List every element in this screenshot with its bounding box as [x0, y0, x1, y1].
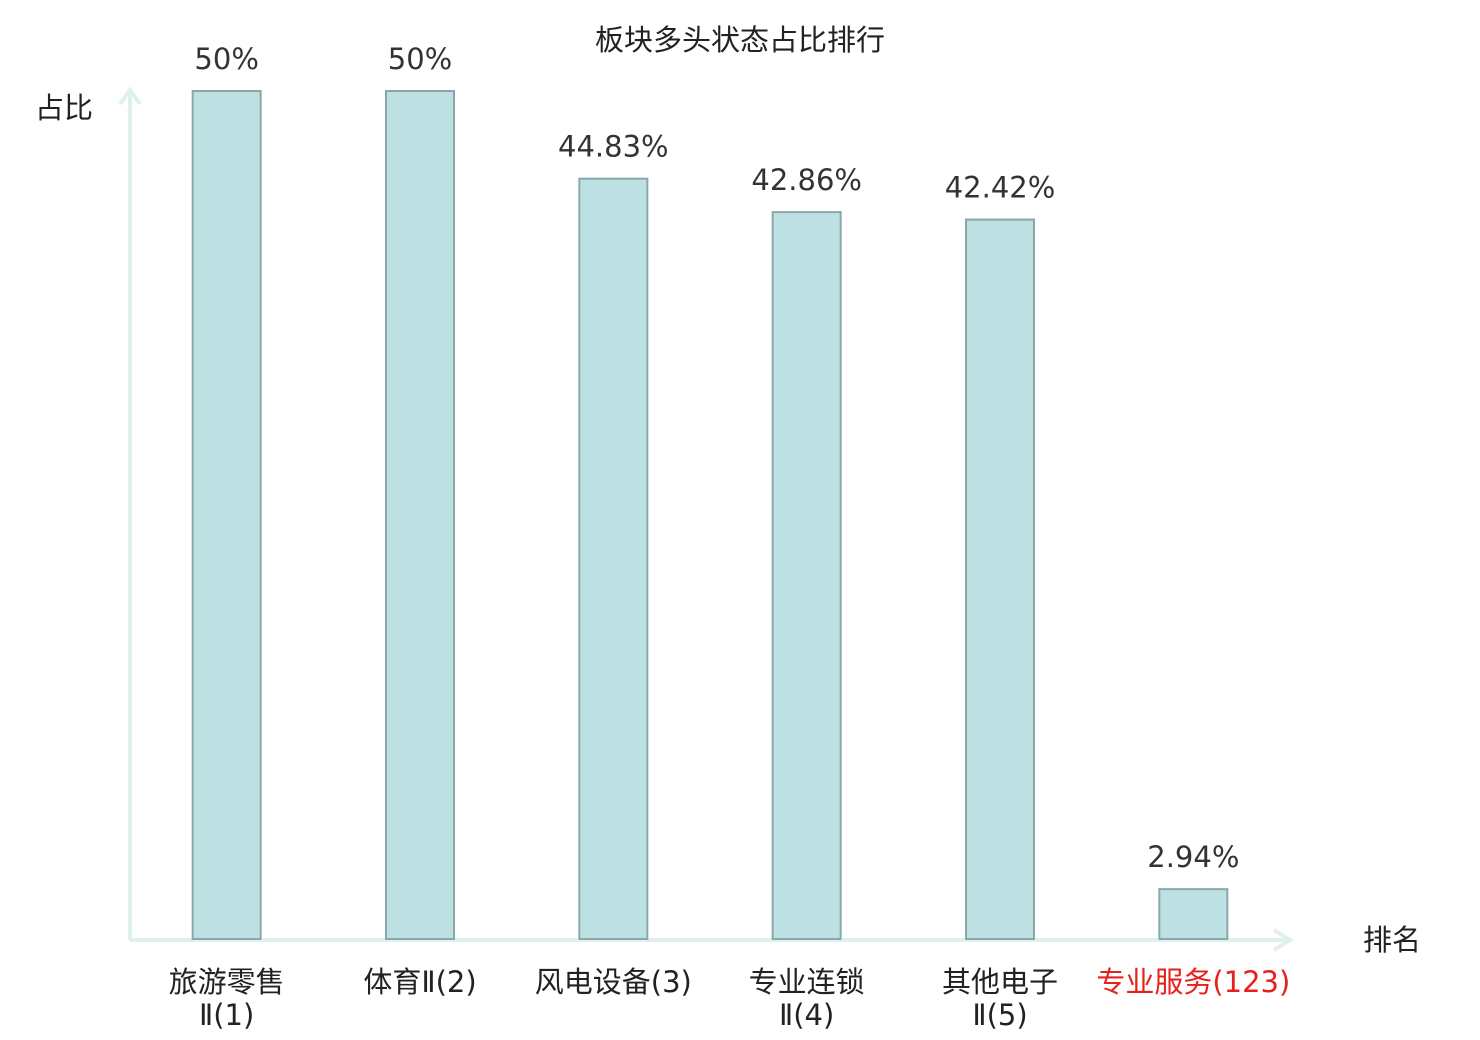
chart-title: 板块多头状态占比排行 [595, 23, 885, 57]
x-tick-label: 旅游零售 Ⅱ(1) [168, 965, 285, 1032]
value-label: 44.83% [558, 130, 669, 164]
value-label: 50% [388, 42, 452, 76]
y-axis-arrow [118, 86, 142, 106]
bar [1158, 888, 1229, 940]
x-tick-label: 风电设备(3) [534, 965, 692, 999]
bar [191, 90, 262, 940]
bar [771, 211, 842, 940]
value-label: 42.42% [945, 171, 1056, 205]
value-label: 42.86% [751, 163, 862, 197]
bar [385, 90, 455, 940]
bar [578, 177, 649, 940]
x-axis-label: 排名 [1363, 923, 1421, 957]
x-tick-label: 其他电子 Ⅱ(5) [941, 965, 1058, 1032]
x-tick-label: 体育Ⅱ(2) [363, 965, 477, 999]
value-label: 2.94% [1147, 840, 1239, 874]
x-axis-arrow [1272, 928, 1294, 952]
axes [118, 86, 1294, 952]
y-axis-label: 占比 [35, 91, 93, 125]
x-tick-label: 专业服务(123) [1096, 965, 1291, 999]
x-tick-label: 专业连锁 Ⅱ(4) [748, 965, 865, 1032]
bar [965, 218, 1035, 940]
value-label: 50% [194, 42, 258, 76]
